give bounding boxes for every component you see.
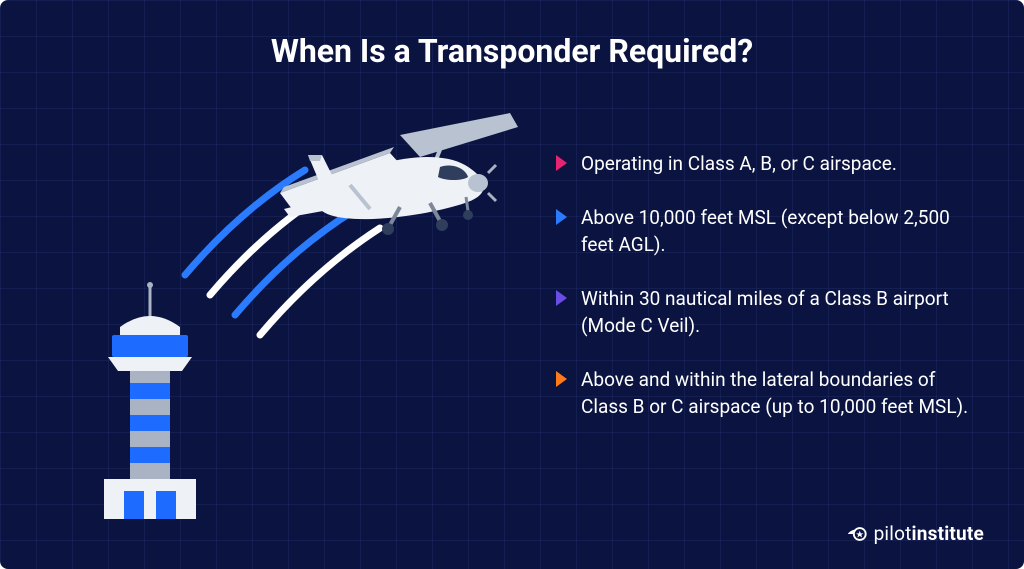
bullet-list: Operating in Class A, B, or C airspace. …: [556, 150, 976, 421]
bullet-marker-icon: [556, 371, 567, 387]
page-title: When Is a Transponder Required?: [0, 32, 1024, 70]
list-item: Above 10,000 feet MSL (except below 2,50…: [556, 204, 976, 259]
infographic-canvas: When Is a Transponder Required?: [0, 0, 1024, 569]
list-item: Operating in Class A, B, or C airspace.: [556, 150, 976, 178]
illustration-svg: [40, 80, 540, 540]
bullet-text: Within 30 nautical miles of a Class B ai…: [581, 285, 976, 340]
illustration: [40, 80, 540, 540]
bullet-marker-icon: [556, 209, 567, 225]
list-item: Within 30 nautical miles of a Class B ai…: [556, 285, 976, 340]
bullet-text: Operating in Class A, B, or C airspace.: [581, 150, 897, 178]
brand-text-regular: pilot: [874, 522, 912, 545]
bullet-marker-icon: [556, 290, 567, 306]
brand-logo: pilotinstitute: [846, 522, 984, 545]
bullet-text: Above and within the lateral boundaries …: [581, 366, 976, 421]
tower-icon: [104, 282, 196, 519]
brand-text-bold: institute: [912, 522, 984, 545]
wings-badge-icon: [846, 523, 868, 545]
airplane-icon: [280, 113, 518, 235]
bullet-text: Above 10,000 feet MSL (except below 2,50…: [581, 204, 976, 259]
list-item: Above and within the lateral boundaries …: [556, 366, 976, 421]
brand-text: pilotinstitute: [874, 522, 984, 545]
bullet-marker-icon: [556, 155, 567, 171]
